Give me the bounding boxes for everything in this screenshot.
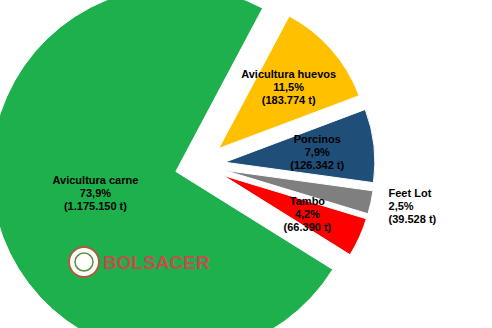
pie-slice	[0, 0, 333, 328]
slice-tonnes: (66.390 t)	[284, 221, 332, 233]
pie-slice	[225, 109, 375, 182]
slice-tonnes: (39.528 t)	[389, 213, 437, 225]
slice-tonnes: (126.342 t)	[290, 159, 344, 171]
slice-tonnes: (1.175.150 t)	[64, 200, 127, 212]
chart: Avicultura huevos11,5%(183.774 t) Porcino…	[0, 0, 492, 328]
slice-tonnes: (183.774 t)	[262, 94, 316, 106]
logo: BOLSACER	[69, 247, 210, 277]
slice-name: Avicultura huevos	[241, 68, 336, 80]
slice-percent: 73,9%	[80, 187, 111, 199]
slice-name: Porcinos	[294, 133, 341, 145]
slice-name: Tambo	[290, 195, 326, 207]
slice-percent: 2,5%	[389, 200, 414, 212]
logo-emblem-inner	[75, 253, 93, 271]
slice-percent: 4,2%	[295, 208, 320, 220]
slice-name: Avicultura carne	[53, 174, 139, 186]
labels: Avicultura huevos11,5%(183.774 t) Porcino…	[53, 68, 437, 233]
logo-emblem	[69, 247, 99, 277]
slice-percent: 7,9%	[305, 146, 330, 158]
slices	[0, 0, 375, 328]
slice-percent: 11,5%	[273, 81, 304, 93]
slice-name: Feet Lot	[389, 187, 432, 199]
logo-text: BOLSACER	[103, 252, 210, 273]
